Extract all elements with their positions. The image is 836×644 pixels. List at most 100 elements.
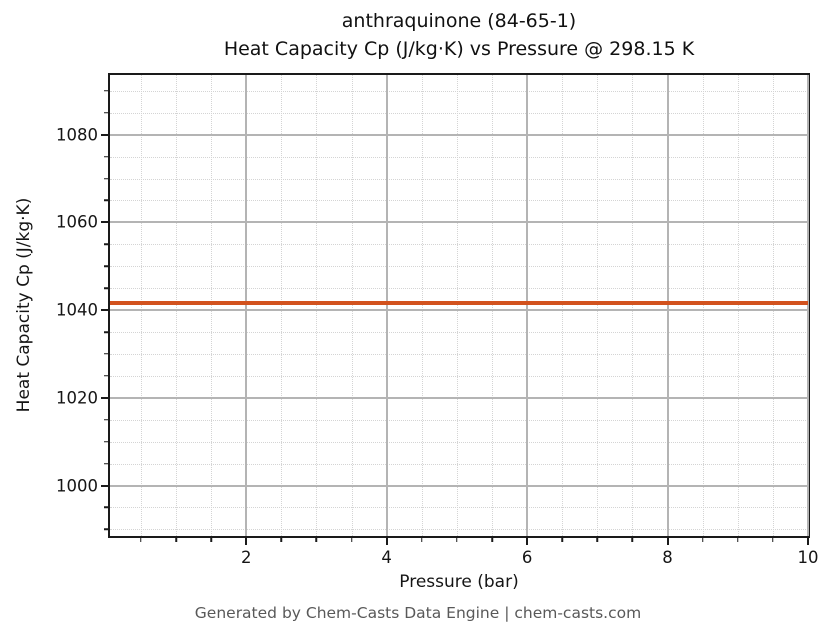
y-major-tick	[101, 309, 108, 312]
x-minor-gridline	[140, 75, 142, 536]
x-minor-tick	[315, 538, 318, 542]
y-minor-tick	[104, 243, 108, 246]
y-minor-gridline	[110, 200, 808, 202]
y-minor-tick	[104, 528, 108, 531]
y-minor-gridline	[110, 441, 808, 443]
y-minor-gridline	[110, 353, 808, 355]
y-minor-tick	[104, 199, 108, 202]
y-major-tick	[101, 484, 108, 487]
y-minor-tick	[104, 331, 108, 333]
x-major-gridline	[245, 75, 248, 536]
x-minor-gridline	[702, 75, 704, 536]
x-major-tick	[385, 538, 388, 545]
chart-title: anthraquinone (84-65-1) Heat Capacity Cp…	[108, 7, 810, 63]
x-minor-tick	[772, 538, 774, 542]
x-minor-tick	[280, 538, 283, 542]
cp-line	[110, 300, 808, 305]
x-minor-gridline	[492, 75, 493, 536]
x-minor-gridline	[281, 75, 283, 536]
x-minor-gridline	[597, 75, 599, 536]
y-minor-tick	[104, 155, 108, 158]
y-major-tick	[101, 133, 108, 136]
y-minor-gridline	[110, 178, 808, 180]
y-tick-label: 1040	[56, 300, 98, 320]
y-minor-tick	[104, 90, 108, 92]
x-minor-tick	[456, 538, 458, 542]
y-minor-gridline	[110, 244, 808, 246]
x-tick-label: 8	[662, 548, 673, 567]
x-minor-gridline	[737, 75, 739, 536]
x-major-gridline	[385, 75, 388, 536]
x-major-gridline	[526, 75, 529, 536]
x-minor-gridline	[632, 75, 634, 536]
x-minor-tick	[491, 538, 493, 542]
y-minor-gridline	[110, 463, 808, 465]
y-major-gridline	[110, 396, 808, 399]
footer-credit: Generated by Chem-Casts Data Engine | ch…	[194, 604, 642, 622]
x-tick-label: 10	[797, 548, 819, 567]
x-minor-tick	[737, 538, 739, 542]
y-axis-title: Heat Capacity Cp (J/kg·K)	[14, 197, 34, 413]
y-minor-tick	[104, 111, 108, 114]
x-minor-gridline	[351, 75, 353, 536]
plot-area: 2 4 6 8 10 1000 1020 1040 1060 1080	[56, 73, 819, 567]
y-major-tick	[101, 221, 108, 224]
y-minor-tick	[104, 177, 108, 180]
y-minor-gridline	[110, 90, 808, 92]
y-minor-tick	[104, 375, 108, 377]
x-minor-gridline	[211, 75, 213, 536]
x-minor-gridline	[772, 75, 774, 536]
x-major-tick	[807, 538, 809, 545]
y-minor-tick	[104, 353, 108, 355]
x-minor-gridline	[562, 75, 564, 536]
y-major-gridline	[110, 309, 808, 312]
y-minor-gridline	[110, 332, 808, 334]
x-major-tick	[245, 538, 248, 545]
x-minor-gridline	[421, 75, 423, 536]
x-minor-gridline	[316, 75, 318, 536]
chart-title-line1: anthraquinone (84-65-1)	[341, 10, 577, 32]
chart-title-line2: Heat Capacity Cp (J/kg·K) vs Pressure @ …	[223, 38, 695, 60]
y-minor-gridline	[110, 507, 808, 509]
y-minor-gridline	[110, 529, 808, 531]
y-major-gridline	[110, 484, 808, 487]
x-minor-tick	[421, 538, 423, 542]
y-minor-tick	[104, 265, 108, 267]
x-minor-tick	[140, 538, 142, 542]
y-minor-gridline	[110, 112, 808, 114]
y-minor-tick	[104, 287, 108, 289]
x-tick-label: 6	[521, 548, 533, 567]
y-tick-label: 1020	[56, 388, 98, 408]
x-tick-label: 2	[240, 548, 252, 567]
y-minor-tick	[104, 462, 108, 465]
y-minor-tick	[104, 419, 108, 421]
x-major-gridline	[666, 75, 669, 536]
x-major-tick	[666, 538, 669, 545]
y-minor-tick	[104, 440, 108, 443]
x-minor-tick	[561, 538, 563, 542]
x-minor-gridline	[456, 75, 458, 536]
x-minor-tick	[175, 538, 177, 542]
y-tick-label: 1060	[56, 212, 98, 232]
x-minor-gridline	[176, 75, 177, 536]
y-minor-gridline	[110, 375, 808, 377]
x-minor-tick	[596, 538, 599, 542]
x-major-gridline	[807, 75, 809, 536]
x-tick-label: 4	[381, 548, 392, 567]
x-axis-title: Pressure (bar)	[399, 572, 519, 592]
y-minor-tick	[104, 506, 108, 509]
y-major-gridline	[110, 133, 808, 136]
y-minor-gridline	[110, 156, 808, 158]
y-major-tick	[101, 396, 108, 399]
x-minor-tick	[701, 538, 704, 542]
y-tick-label: 1080	[56, 125, 98, 145]
y-minor-gridline	[110, 288, 808, 290]
y-tick-label: 1000	[56, 476, 98, 496]
y-minor-gridline	[110, 419, 808, 421]
x-minor-tick	[350, 538, 353, 542]
x-major-tick	[526, 538, 529, 545]
x-minor-tick	[210, 538, 212, 542]
x-minor-tick	[631, 538, 634, 542]
y-major-gridline	[110, 221, 808, 224]
